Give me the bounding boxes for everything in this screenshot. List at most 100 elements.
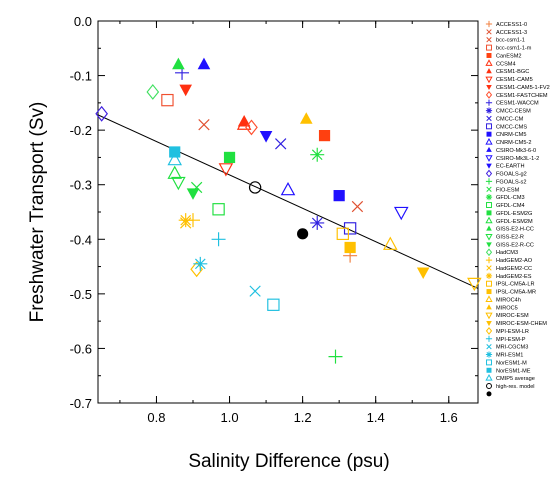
legend-label: MRI-CGCM3 [496, 345, 528, 351]
legend-label: CNRM-CM5-2 [496, 140, 531, 146]
legend-label: MPI-ESM-LR [496, 329, 529, 335]
legend-marker [486, 29, 492, 35]
data-point [212, 203, 225, 216]
data-point [179, 84, 192, 97]
y-tick-label: 0.0 [74, 14, 92, 29]
legend-marker [485, 99, 493, 106]
legend-marker [485, 137, 493, 145]
legend-marker [485, 257, 493, 264]
data-point [344, 241, 356, 254]
legend-label: GFDL-ESM2M [496, 219, 533, 225]
legend-label: bcc-csm1-1-m [496, 46, 532, 52]
legend-label: CESM1-BGC [496, 69, 529, 75]
data-point [211, 232, 226, 247]
legend-marker [486, 123, 492, 130]
legend-marker [486, 163, 492, 169]
legend-label: high-res. model [496, 384, 535, 390]
data-point [223, 151, 236, 164]
data-point [280, 181, 296, 196]
legend-marker [485, 107, 493, 114]
legend-label: HadGEM2-AO [496, 258, 533, 264]
legend-label: CESM1-FASTCHEM [496, 93, 548, 99]
legend-marker [485, 216, 493, 224]
legend-marker [485, 155, 493, 162]
data-point [297, 228, 309, 240]
legend-label: CMCC-CESM [496, 109, 531, 115]
legend-label: CSIRO-Mk3-6-0 [496, 148, 536, 154]
legend-label: MIROC5 [496, 305, 518, 311]
legend-label: MIROC-ESM-CHEM [496, 321, 547, 327]
legend-marker [485, 20, 493, 28]
x-tick-label: 0.8 [147, 410, 165, 425]
legend-marker [485, 76, 493, 84]
y-tick-label: -0.4 [70, 232, 92, 247]
legend-label: GISS-E2-H-CC [496, 227, 534, 233]
legend-label: CESM1-CAM5 [496, 77, 533, 83]
legend-marker [485, 335, 493, 342]
axes: 0.8 1.0 1.2 1.4 1.6 0.0 -0.1 -0.2 -0.3 -0.4 -0.5 -0… [70, 14, 479, 425]
legend-label: CCSM4 [496, 61, 516, 67]
x-tick-label: 1.2 [294, 410, 312, 425]
legend-label: HadCM3 [496, 250, 518, 256]
legend-marker [486, 242, 492, 248]
data-point [336, 227, 349, 241]
legend-marker [486, 280, 492, 287]
data-point [172, 57, 185, 70]
data-point [171, 176, 186, 191]
legend-label: GISS-E2-R [496, 234, 524, 240]
legend-marker [486, 186, 492, 192]
legend-label: GFDL-CM3 [496, 195, 525, 201]
data-point [275, 138, 287, 150]
legend-label: FIO-ESM [496, 187, 520, 193]
data-point [237, 114, 251, 127]
data-point [95, 105, 109, 122]
legend-marker [486, 44, 492, 51]
x-tick-label: 1.0 [220, 410, 238, 425]
legend-marker [486, 37, 492, 43]
legend-marker [486, 115, 492, 122]
legend-label: ACCESS1-3 [496, 30, 527, 36]
data-point [393, 206, 409, 221]
legend-marker [485, 90, 493, 99]
data-point [167, 165, 183, 179]
legend-marker [485, 194, 493, 201]
legend-label: CMCC-CM [496, 116, 524, 122]
legend-label: CESM1-WACCM [496, 101, 539, 107]
legend-label: CSIRO-Mk3L-1-2 [496, 156, 539, 162]
y-tick-label: -0.2 [70, 123, 92, 138]
regression-line [97, 114, 479, 289]
legend-marker [486, 68, 492, 74]
legend-marker [486, 146, 492, 152]
legend-marker [485, 351, 493, 358]
legend-marker [485, 312, 493, 320]
legend-marker [486, 131, 492, 137]
data-point [197, 57, 211, 70]
data-point [318, 130, 331, 142]
legend-marker [486, 391, 492, 397]
legend-marker [486, 202, 492, 208]
data-point [467, 277, 482, 292]
legend-marker [485, 178, 493, 185]
legend-marker [486, 367, 492, 373]
legend-label: IPSL-CM5A-MR [496, 290, 536, 296]
y-tick-label: -0.5 [70, 287, 92, 302]
legend-label: GFDL-CM4 [496, 203, 525, 209]
legend-marker [485, 248, 493, 257]
legend-marker [485, 327, 493, 335]
data-point [351, 200, 364, 213]
data-point [328, 349, 343, 364]
x-tick-label: 1.6 [440, 410, 458, 425]
legend-label: GFDL-ESM2G [496, 211, 532, 217]
legend-marker [486, 289, 492, 295]
data-point [310, 215, 325, 230]
legend-marker [486, 359, 492, 366]
data-point [416, 267, 430, 280]
legend-marker [486, 210, 492, 216]
legend-label: NorESM1-M [496, 360, 527, 366]
legend-marker [485, 272, 493, 279]
legend-marker [486, 265, 492, 271]
legend-label: CESM1-CAM5-1-FV2 [496, 85, 550, 91]
data-point [299, 112, 313, 124]
legend-marker [486, 304, 492, 310]
